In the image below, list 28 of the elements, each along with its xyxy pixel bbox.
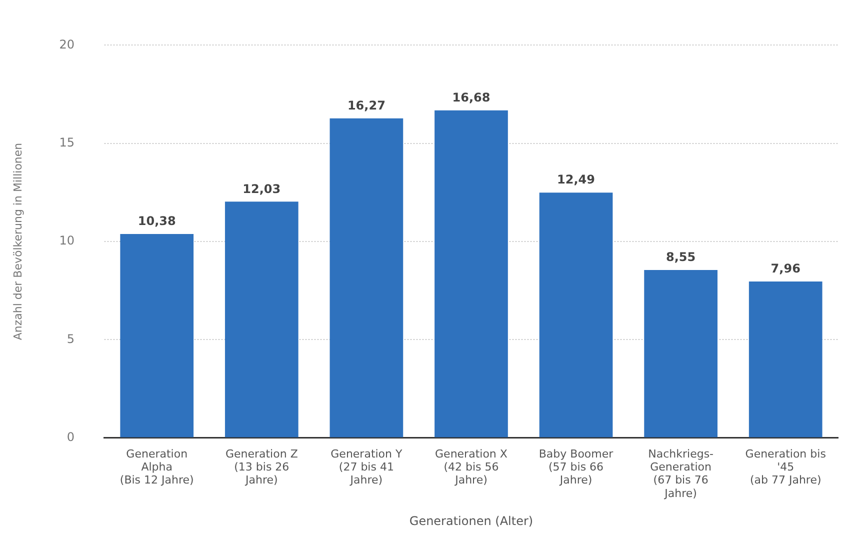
y-axis-title: Anzahl der Bevölkerung in Millionen: [11, 142, 24, 340]
x-tick-label: Baby Boomer (57 bis 66 Jahre): [538, 447, 614, 487]
data-label: 12,03: [242, 182, 281, 196]
bar: [120, 234, 194, 438]
data-label: 7,96: [770, 262, 800, 276]
bar: [644, 270, 718, 438]
y-tick-label: 5: [66, 332, 74, 346]
data-label: 16,68: [452, 90, 490, 104]
x-tick-label: Nachkriegs-Generation (67 bis 76 Jahre): [648, 447, 714, 500]
x-tick-label: Generation X (42 bis 56 Jahre): [435, 447, 508, 487]
x-tick-label: Generation Y (27 bis 41 Jahre): [330, 447, 403, 487]
data-label: 16,27: [347, 98, 386, 113]
x-tick-label: Generation bis '45 (ab 77 Jahre): [745, 447, 826, 487]
x-tick-label: Generation Alpha (Bis 12 Jahre): [120, 447, 194, 487]
x-tick-label: Generation Z (13 bis 26 Jahre): [225, 447, 298, 487]
bar: [224, 202, 298, 438]
bar: [434, 110, 508, 438]
x-axis-title: Generationen (Alter): [409, 514, 534, 528]
data-label: 10,38: [138, 214, 176, 228]
y-tick-label: 0: [66, 430, 74, 444]
y-tick-label: 10: [59, 234, 74, 248]
y-tick-label: 15: [59, 135, 74, 150]
data-label: 8,55: [666, 250, 696, 264]
bar: [748, 282, 822, 438]
bar: [539, 192, 613, 438]
y-tick-label: 20: [59, 37, 74, 52]
data-label: 12,49: [557, 172, 596, 187]
bar: [330, 118, 404, 438]
